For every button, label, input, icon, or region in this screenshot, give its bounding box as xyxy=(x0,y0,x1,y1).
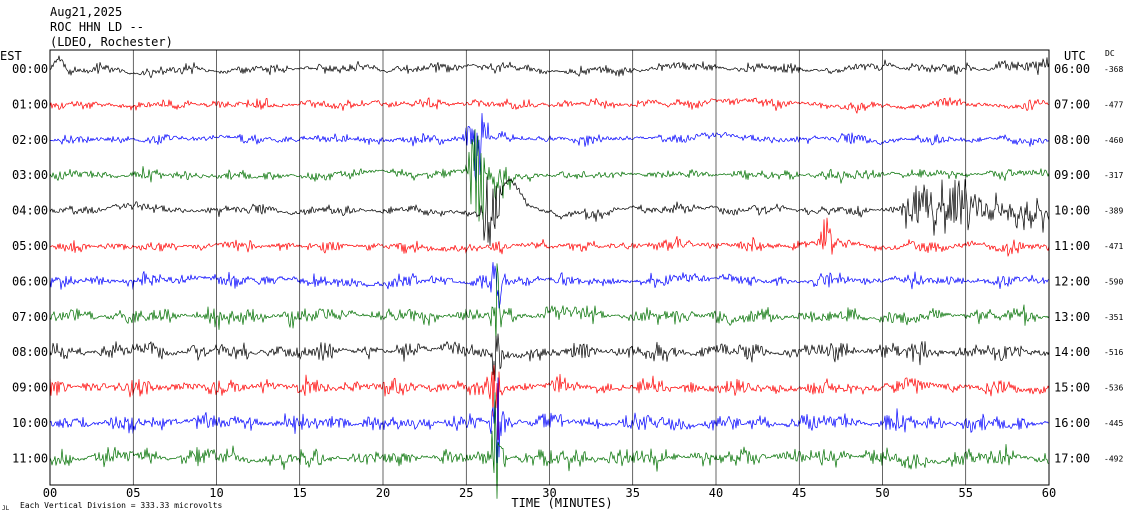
dc-offset-labels: -368 -477 -460 -317 -389 -471 -590 -351 -516 -536… xyxy=(1104,65,1123,463)
utc-hour-label: 07:00 xyxy=(1054,97,1090,111)
utc-hour-label: 16:00 xyxy=(1054,416,1090,430)
x-tick-label: 15 xyxy=(293,486,307,500)
est-hour-label: 06:00 xyxy=(12,274,48,288)
dc-offset-label: -516 xyxy=(1104,348,1123,357)
x-tick-label: 10 xyxy=(209,486,223,500)
x-tick-label: 60 xyxy=(1042,486,1056,500)
x-tick-label: 55 xyxy=(959,486,973,500)
x-tick-label: 50 xyxy=(875,486,889,500)
est-hour-label: 02:00 xyxy=(12,133,48,147)
utc-hour-label: 09:00 xyxy=(1054,168,1090,182)
est-hour-label: 03:00 xyxy=(12,168,48,182)
x-tick-labels: 00 05 10 15 20 25 30 35 40 45 50 55 60 xyxy=(43,486,1056,500)
est-hour-label: 07:00 xyxy=(12,310,48,324)
x-tick-label: 35 xyxy=(626,486,640,500)
header-date: Aug21,2025 xyxy=(50,5,122,19)
utc-hour-label: 13:00 xyxy=(1054,310,1090,324)
est-hour-label: 05:00 xyxy=(12,239,48,253)
utc-hour-label: 14:00 xyxy=(1054,345,1090,359)
dc-offset-label: -389 xyxy=(1104,207,1123,216)
dc-offset-label: -536 xyxy=(1104,384,1123,393)
left-timezone-label: EST xyxy=(0,49,22,63)
utc-hour-label: 17:00 xyxy=(1054,451,1090,465)
est-hour-label: 08:00 xyxy=(12,345,48,359)
est-hour-label: 09:00 xyxy=(12,381,48,395)
est-hour-label: 04:00 xyxy=(12,204,48,218)
x-tick-label: 00 xyxy=(43,486,57,500)
x-tick-label: 20 xyxy=(376,486,390,500)
plot-grid xyxy=(49,49,1050,486)
header-network: (LDEO, Rochester) xyxy=(50,35,173,49)
utc-hour-label: 11:00 xyxy=(1054,239,1090,253)
x-axis-label: TIME (MINUTES) xyxy=(511,496,612,510)
est-hour-label: 11:00 xyxy=(12,451,48,465)
utc-hour-label: 06:00 xyxy=(1054,62,1090,76)
x-tick-label: 30 xyxy=(542,486,556,500)
x-tick-label: 40 xyxy=(709,486,723,500)
x-tick-label: 25 xyxy=(459,486,473,500)
dc-offset-label: -317 xyxy=(1104,171,1123,180)
dc-column-label: DC xyxy=(1105,49,1115,58)
utc-hour-label: 12:00 xyxy=(1054,274,1090,288)
utc-hour-labels: 06:00 07:00 08:00 09:00 10:00 11:00 12:00 13:00… xyxy=(1054,62,1090,465)
dc-offset-label: -590 xyxy=(1104,277,1123,286)
x-tick-label: 05 xyxy=(126,486,140,500)
dc-offset-label: -477 xyxy=(1104,100,1123,109)
est-hour-labels: 00:00 01:00 02:00 03:00 04:00 05:00 06:00 07:00… xyxy=(12,62,48,465)
dc-offset-label: -460 xyxy=(1104,136,1123,145)
right-timezone-label: UTC xyxy=(1064,49,1086,63)
dc-offset-label: -445 xyxy=(1104,419,1123,428)
corner-mark: JL xyxy=(2,505,10,512)
vertical-division-note: Each Vertical Division = 333.33 microvol… xyxy=(20,501,222,510)
dc-offset-label: -492 xyxy=(1104,454,1123,463)
utc-hour-label: 15:00 xyxy=(1054,381,1090,395)
est-hour-label: 01:00 xyxy=(12,97,48,111)
utc-hour-label: 08:00 xyxy=(1054,133,1090,147)
dc-offset-label: -351 xyxy=(1104,313,1123,322)
utc-hour-label: 10:00 xyxy=(1054,204,1090,218)
header-station: ROC HHN LD -- xyxy=(50,20,144,34)
dc-offset-label: -471 xyxy=(1104,242,1123,251)
x-tick-label: 45 xyxy=(792,486,806,500)
est-hour-label: 00:00 xyxy=(12,62,48,76)
dc-offset-label: -368 xyxy=(1104,65,1123,74)
est-hour-label: 10:00 xyxy=(12,416,48,430)
